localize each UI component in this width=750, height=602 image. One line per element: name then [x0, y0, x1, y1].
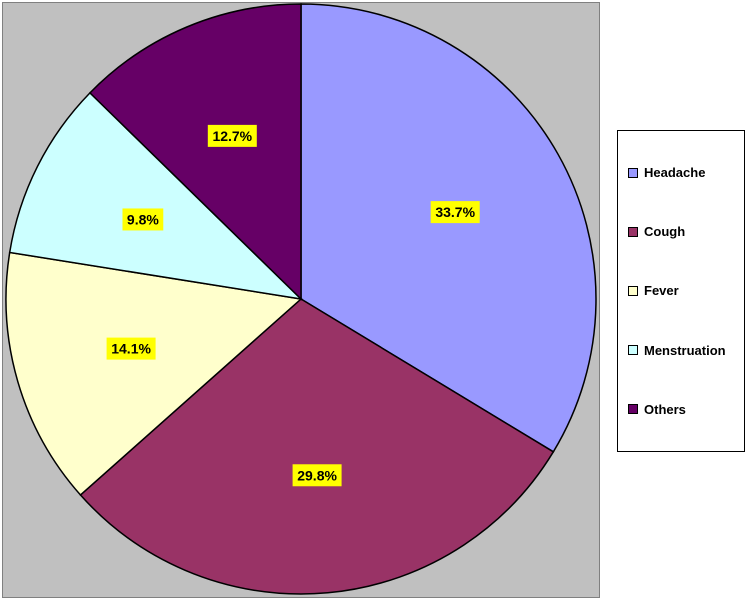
data-label-cough: 29.8%	[292, 464, 342, 487]
legend-label: Fever	[644, 283, 679, 299]
pie-slice-menstruation	[8, 91, 304, 301]
data-label-text: 14.1%	[111, 341, 151, 357]
legend-swatch	[628, 167, 638, 178]
legend-swatch	[628, 404, 638, 415]
data-label-box	[292, 464, 342, 487]
legend-label: Cough	[644, 224, 686, 240]
legend: Headache Cough Fever Menstruation Others	[617, 130, 745, 452]
data-label-text: 33.7%	[435, 204, 475, 220]
legend-swatch	[628, 345, 638, 356]
data-label-box	[207, 124, 257, 147]
pie-slice-headache	[300, 3, 597, 453]
legend-item-fever: Fever	[628, 281, 744, 301]
legend-label: Headache	[644, 165, 706, 181]
pie-slice-cough	[79, 298, 555, 595]
data-label-box	[122, 208, 164, 231]
data-label-box	[106, 337, 156, 360]
data-label-text: 9.8%	[127, 211, 159, 227]
legend-item-others: Others	[628, 399, 744, 419]
data-label-text: 29.8%	[297, 467, 337, 483]
data-label-menstruation: 9.8%	[122, 208, 164, 231]
legend-item-menstruation: Menstruation	[628, 340, 744, 360]
legend-label: Menstruation	[644, 342, 726, 358]
data-label-fever: 14.1%	[106, 337, 156, 360]
legend-item-headache: Headache	[628, 163, 744, 183]
legend-swatch	[628, 226, 638, 237]
data-label-text: 12.7%	[212, 128, 252, 144]
data-label-headache: 33.7%	[430, 201, 480, 224]
legend-label: Others	[644, 401, 686, 417]
data-label-box	[430, 201, 480, 224]
data-label-others: 12.7%	[207, 124, 257, 147]
legend-item-cough: Cough	[628, 222, 744, 242]
legend-swatch	[628, 285, 638, 296]
pie-slice-fever	[5, 251, 303, 497]
pie-slice-others	[88, 3, 302, 301]
